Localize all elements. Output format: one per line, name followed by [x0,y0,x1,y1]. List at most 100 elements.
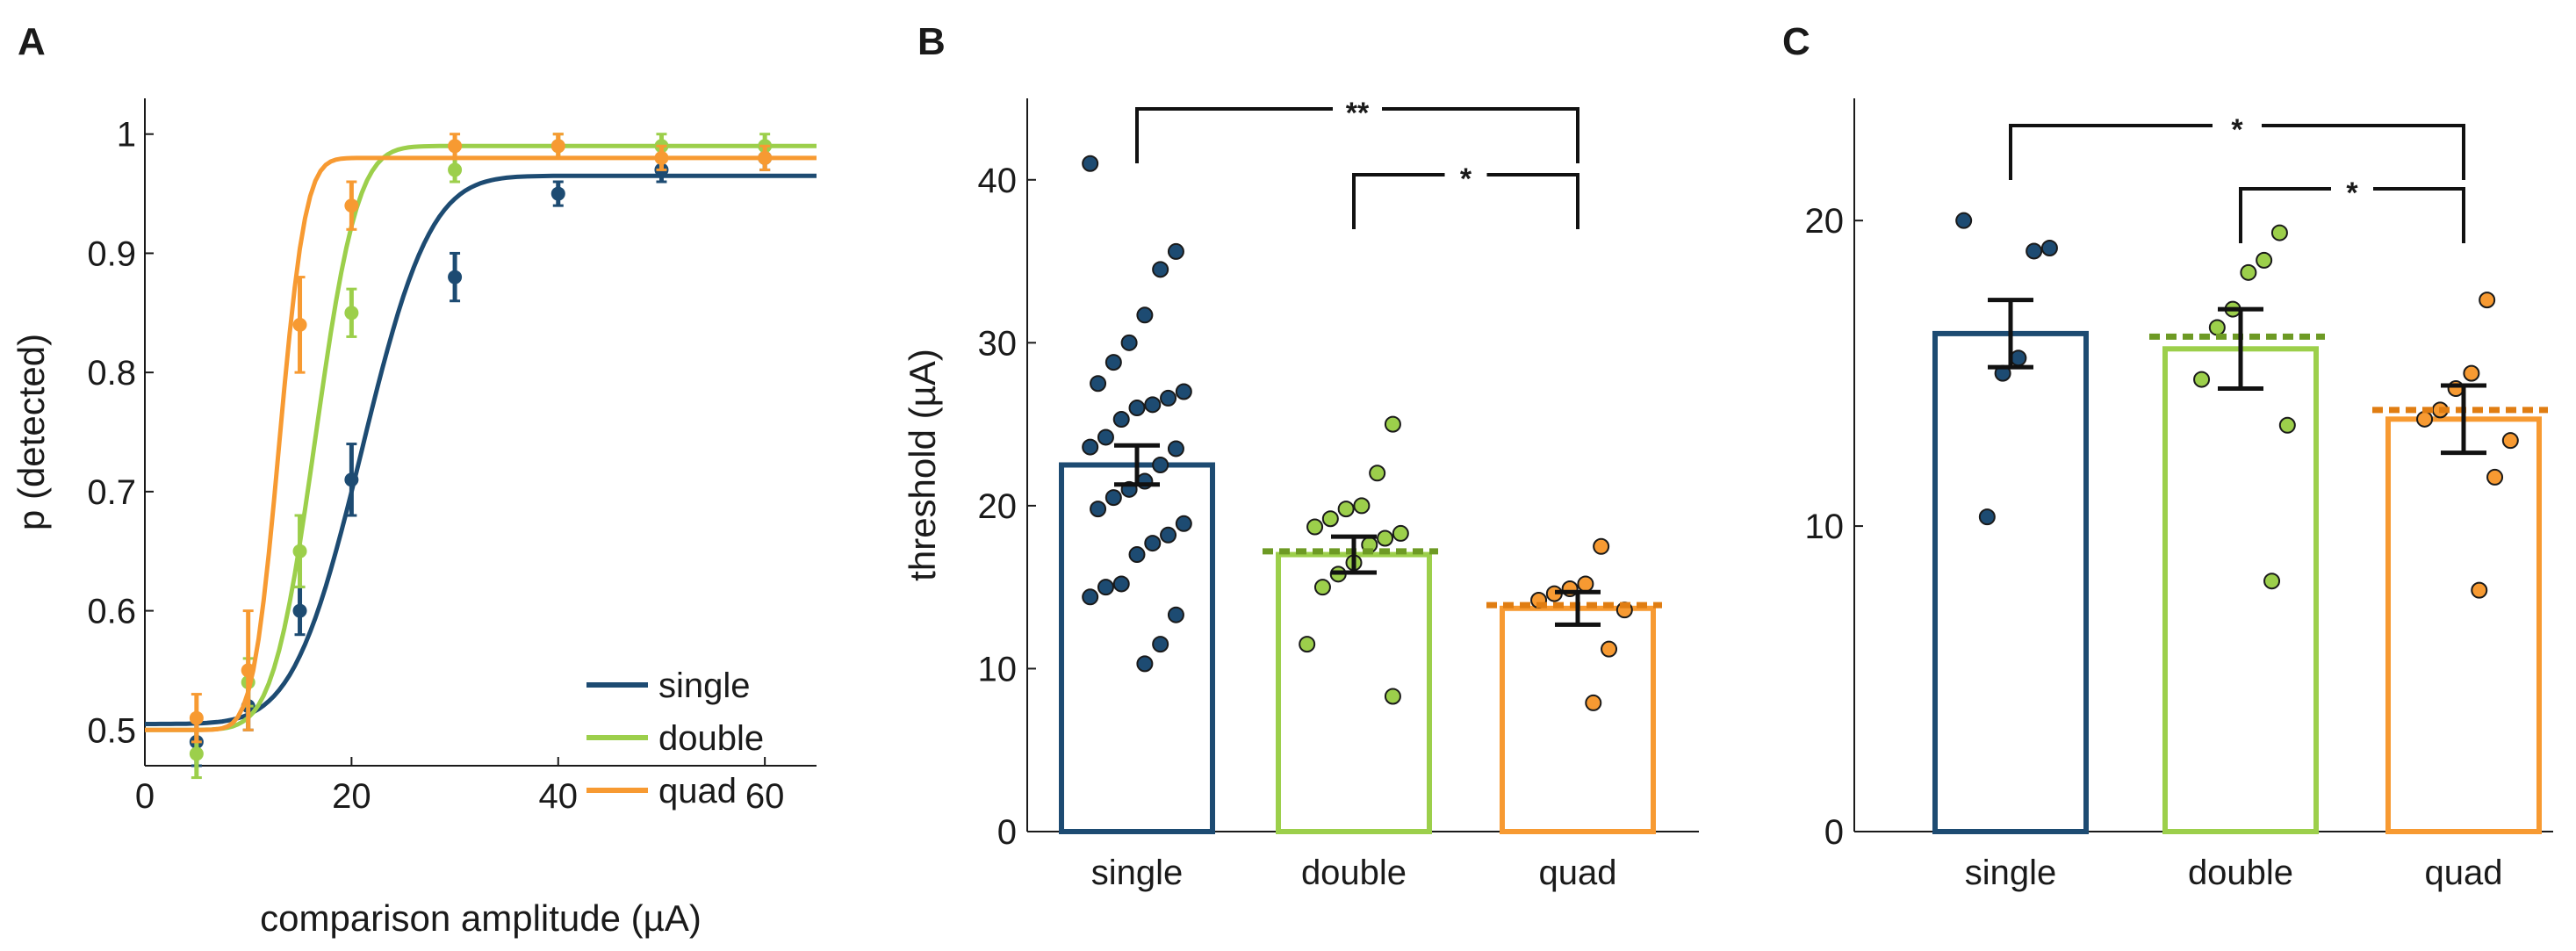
panel-letter-b: B [917,20,946,63]
panel-b-subject-point-double [1313,579,1331,596]
panel-b-subject-point-double [1321,510,1339,528]
panel-a-y-tick-label: 0.9 [87,234,136,273]
panel-b-y-tick-label: 20 [978,487,1018,526]
panel-b-subject-point-single [1128,546,1146,564]
panel-a-y-tick-label: 0.6 [87,593,136,631]
panel-b-subject-point-double [1369,465,1386,482]
panel-b-subject-point-double [1353,497,1371,515]
panel-a-data-point-double [344,306,359,321]
panel-b-subject-point-single [1097,429,1114,446]
panel-b-y-axis-label: threshold (µA) [902,349,943,581]
panel-a-y-tick-label: 1 [117,116,136,155]
panel-a-x-axis-label: comparison amplitude (µA) [260,897,702,939]
panel-a-data-point-single [344,472,359,487]
panel-b-y-tick-label: 40 [978,162,1018,200]
panel-c-subject-point-double [2256,251,2273,269]
panel-c-x-tick-label-single: single [1965,854,2057,892]
panel-a-fit-curve-single [145,173,817,726]
panel-b-subject-point-single [1160,526,1177,544]
panel-c-subject-point-double [2263,573,2281,590]
panel-a-y-axis-label: p (detected) [11,334,52,530]
panel-b-x-tick-label-single: single [1091,854,1184,892]
panel-b-subject-point-single [1175,383,1192,400]
panel-a-data-point-quad [189,710,204,725]
panel-b-subject-point-double [1337,501,1355,518]
panel-c-subject-point-single [2026,242,2043,260]
panel-b-y-tick-label: 0 [997,813,1017,852]
panel-c-subject-point-quad [2471,581,2488,599]
panel-b-subject-point-single [1082,588,1099,606]
panel-letter-c: C [1782,20,1810,63]
panel-a-y-tick-label: 0.7 [87,473,136,512]
panel-a-data-point-single [448,270,463,285]
panel-c-subject-point-single [1978,508,1996,526]
panel-a-legend-label-quad: quad [658,772,737,811]
panel-c-subject-point-double [2240,263,2257,281]
panel-b-subject-point-double [1299,636,1316,653]
panel-c-x-tick-label-quad: quad [2425,854,2503,892]
panel-c-subject-point-double [2193,371,2211,388]
panel-c-subject-point-double [2270,224,2288,241]
panel-b-significance-bracket [1352,173,1445,229]
panel-b-subject-point-single [1112,575,1130,593]
panel-b-subject-point-single [1152,457,1169,473]
panel-b-subject-point-single [1167,606,1184,623]
panel-b-subject-point-quad [1585,694,1602,711]
panel-c-bar-single [1932,330,2089,835]
panel-a-data-point-quad [654,150,669,165]
panel-letter-a: A [18,20,46,63]
panel-b-significance-bracket [1382,107,1579,163]
panel-b-subject-point-quad [1601,640,1618,658]
panel-c-threshold-bar-chart: 0 10 20 single double quad * * [1805,98,2553,892]
panel-a-data-point-double [292,544,307,558]
panel-b-subject-point-single [1082,438,1099,456]
panel-b-y-tick-label: 10 [978,650,1018,688]
panel-b-subject-point-single [1090,375,1107,393]
panel-b-significance-bracket [1135,107,1333,163]
panel-c-y-tick-label: 0 [1824,813,1844,852]
panel-b-subject-point-single [1144,535,1162,552]
panel-a-y-tick-label: 0.5 [87,711,136,750]
panel-b-subject-point-single [1167,242,1184,260]
panel-c-significance-bracket [2009,124,2213,180]
panel-b-bar-double [1276,551,1432,834]
panel-b-subject-point-quad [1593,537,1610,555]
panel-b-subject-point-single [1175,515,1192,532]
panel-a-data-point-double [189,746,204,761]
panel-b-subject-point-single [1090,501,1107,518]
panel-c-bar-quad [2385,416,2542,834]
panel-b-subject-point-single [1105,354,1122,371]
panel-a-data-point-quad [448,139,463,154]
panel-b-x-tick-label-double: double [1301,854,1407,892]
panel-c-significance-bracket [2262,124,2465,180]
panel-a-data-point-single [292,603,307,618]
panel-c-significance-label: * [2231,113,2243,147]
panel-b-subject-point-single [1152,636,1169,653]
panel-b-significance-bracket [1486,173,1579,229]
panel-a-data-point-single [550,186,565,201]
panel-a-legend-label-double: double [658,719,764,758]
panel-c-subject-point-single [1955,212,1973,229]
panel-c-subject-point-quad [2501,432,2519,450]
panel-b-subject-point-single [1112,411,1130,429]
panel-b-subject-point-single [1120,334,1138,351]
panel-a-x-tick-label: 20 [332,777,371,816]
panel-b-subject-point-single [1136,655,1154,673]
panel-c-y-tick-label: 10 [1805,508,1845,546]
panel-b-subject-point-single [1144,396,1162,414]
panel-a-x-tick-label: 60 [745,777,785,816]
panel-a-data-point-quad [241,663,255,678]
panel-c-subject-point-quad [2486,468,2504,486]
panel-c-subject-point-single [2040,239,2058,256]
panel-b-subject-point-single [1082,155,1099,172]
panel-a-data-point-quad [758,150,773,165]
panel-b-subject-point-single [1160,389,1177,407]
panel-a-data-point-quad [344,198,359,213]
panel-a-y-tick-label: 0.8 [87,354,136,393]
panel-a-data-point-double [448,162,463,177]
panel-b-threshold-bar-chart: 0 10 20 30 40 threshold (µA) single double quad *… [902,97,1699,892]
panel-a-x-tick-label: 0 [135,777,155,816]
panel-b-subject-point-single [1152,261,1169,278]
panel-a-data-point-quad [292,317,307,332]
panel-a-legend-label-single: single [658,666,751,705]
